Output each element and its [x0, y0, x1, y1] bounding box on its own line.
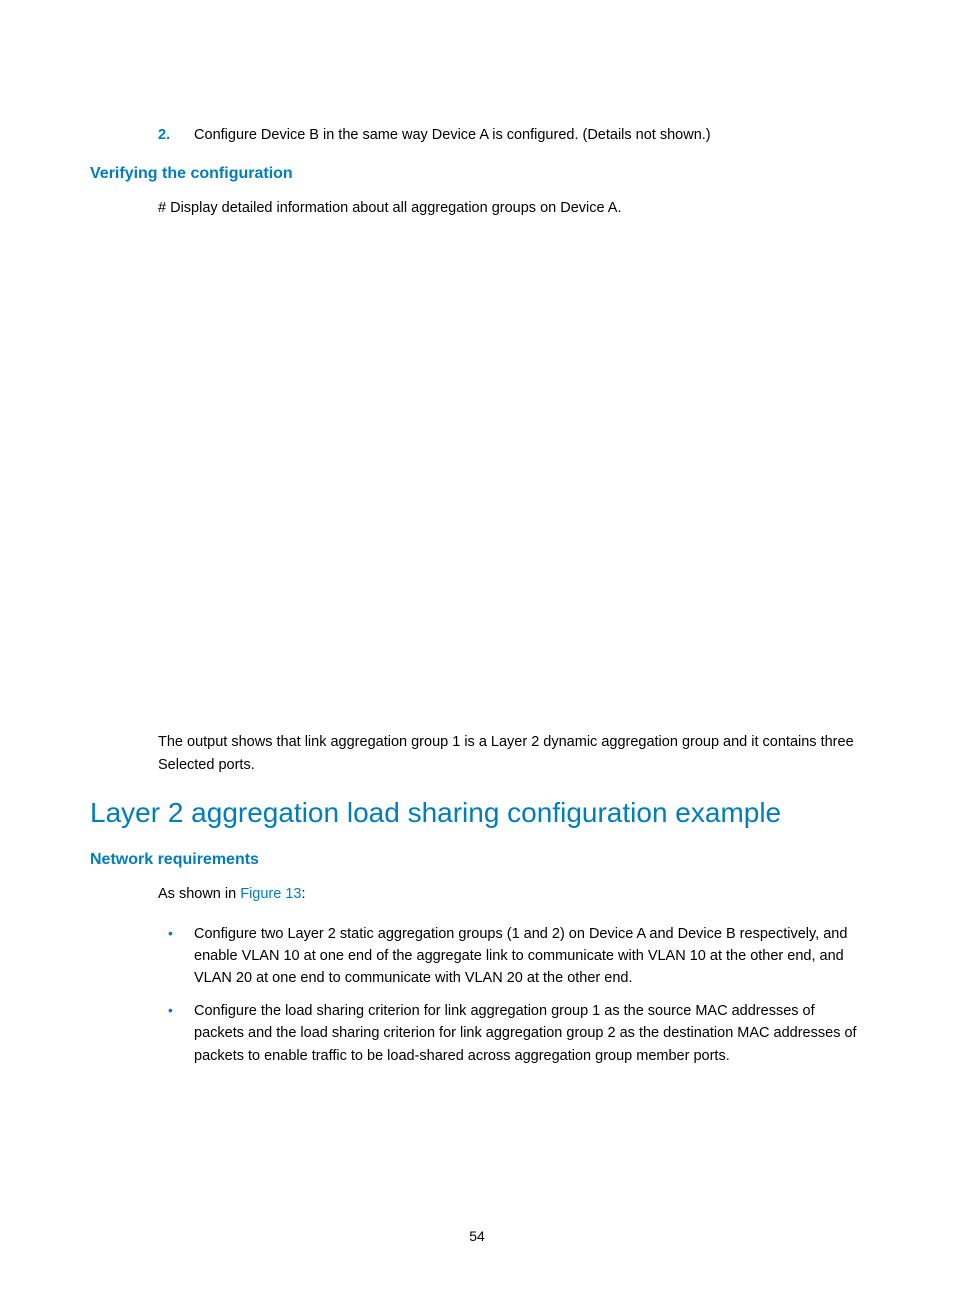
list-item: Configure the load sharing criterion for… [158, 1000, 864, 1067]
section-heading-loadshare: Layer 2 aggregation load sharing configu… [90, 797, 864, 829]
figure-link[interactable]: Figure 13 [240, 886, 301, 902]
body-paragraph: The output shows that link aggregation g… [158, 731, 864, 777]
body-paragraph: # Display detailed information about all… [158, 197, 864, 220]
section-heading-netreq: Network requirements [90, 851, 864, 869]
content-gap [90, 226, 864, 731]
numbered-step: 2. Configure Device B in the same way De… [158, 125, 864, 147]
list-item: Configure two Layer 2 static aggregation… [158, 923, 864, 990]
intro-suffix: : [301, 886, 305, 902]
body-paragraph-intro: As shown in Figure 13: [158, 883, 864, 906]
step-text: Configure Device B in the same way Devic… [194, 127, 711, 143]
section-heading-verify: Verifying the configuration [90, 165, 864, 183]
bullet-list: Configure two Layer 2 static aggregation… [158, 923, 864, 1068]
document-page: 2. Configure Device B in the same way De… [0, 0, 954, 1123]
page-number: 54 [0, 1228, 954, 1244]
intro-prefix: As shown in [158, 886, 240, 902]
step-number: 2. [158, 125, 190, 147]
